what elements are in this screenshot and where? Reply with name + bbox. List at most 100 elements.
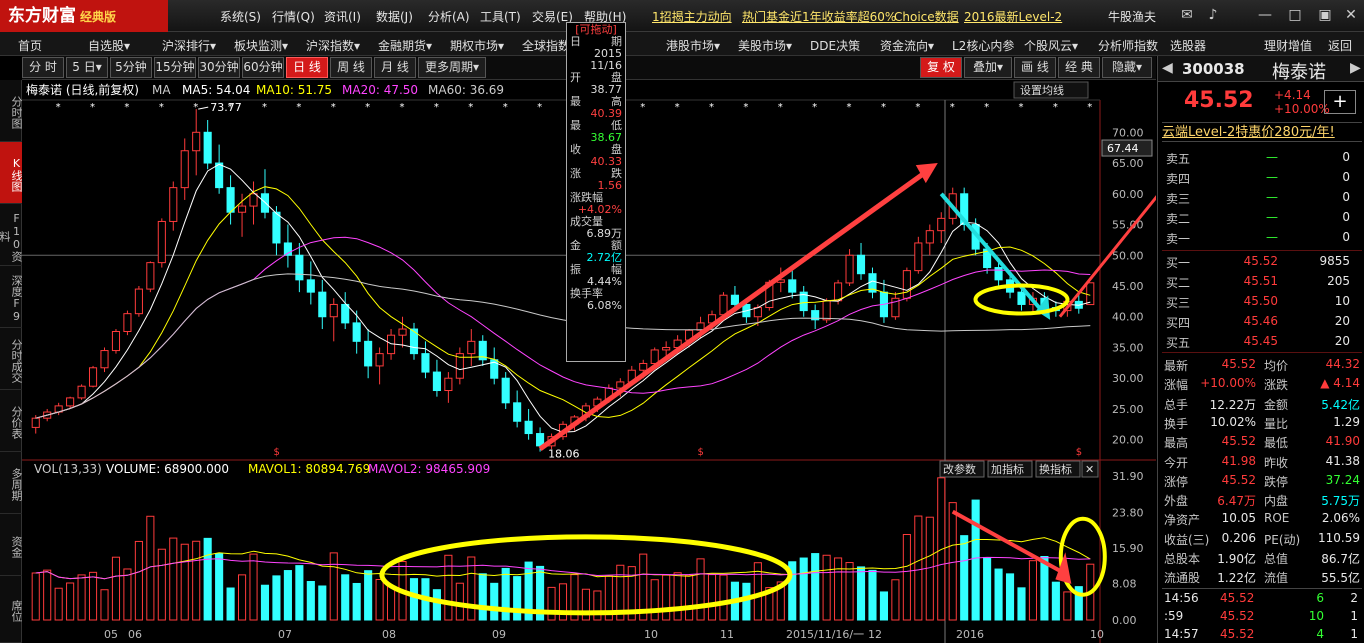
volume-bar[interactable] <box>100 589 109 621</box>
volume-bar[interactable] <box>203 537 212 621</box>
settings-box[interactable] <box>1013 81 1089 99</box>
volume-tool-button-frame[interactable] <box>987 460 1033 478</box>
candle-body[interactable] <box>329 303 338 318</box>
candle-body[interactable] <box>238 205 247 213</box>
menu-item[interactable]: 帮助(H) <box>584 10 627 24</box>
candle-body[interactable] <box>123 313 132 332</box>
candle-body[interactable] <box>352 322 361 342</box>
candle-body[interactable] <box>811 310 820 321</box>
candle-body[interactable] <box>650 349 659 364</box>
candle-body[interactable] <box>467 340 476 355</box>
volume-bar[interactable] <box>547 586 556 621</box>
volume-bar[interactable] <box>1005 573 1015 621</box>
candle-body[interactable] <box>902 270 911 299</box>
candle-body[interactable] <box>501 377 510 404</box>
chart-tool-button[interactable]: 复 权 <box>920 57 962 78</box>
nav-item[interactable]: 沪深排行▾ <box>162 39 217 53</box>
nav-item[interactable]: 选股器 <box>1170 39 1207 53</box>
chart-tool-button[interactable]: 叠加▾ <box>964 57 1012 78</box>
volume-bar[interactable] <box>169 537 178 621</box>
volume-tool-button-frame[interactable] <box>1035 460 1081 478</box>
candle-body[interactable] <box>616 381 625 389</box>
close-icon[interactable]: ✕ <box>1345 7 1357 23</box>
nav-item[interactable]: 期权市场▾ <box>450 39 505 53</box>
volume-bar[interactable] <box>1063 591 1072 621</box>
candle-body[interactable] <box>203 131 212 164</box>
volume-bar[interactable] <box>776 581 785 621</box>
volume-bar[interactable] <box>593 590 602 621</box>
candle-body[interactable] <box>66 397 75 407</box>
volume-bar[interactable] <box>215 553 224 621</box>
candle-body[interactable] <box>169 187 178 222</box>
volume-bar[interactable] <box>948 502 957 621</box>
candle-body[interactable] <box>77 385 86 399</box>
volume-bar[interactable] <box>753 562 762 621</box>
volume-bar[interactable] <box>467 556 476 621</box>
volume-bar[interactable] <box>1074 586 1083 621</box>
promo-link[interactable]: 2016最新Level-2 <box>964 10 1063 24</box>
candle-body[interactable] <box>444 377 453 392</box>
nav-item[interactable]: 资金流向▾ <box>880 39 935 53</box>
period-button[interactable]: 30分钟 <box>198 57 240 78</box>
period-button[interactable]: 15分钟 <box>154 57 196 78</box>
candle-body[interactable] <box>696 322 705 331</box>
left-tab[interactable]: 分价表 <box>0 390 23 452</box>
nav-item[interactable]: 港股市场▾ <box>666 39 721 53</box>
volume-bar[interactable] <box>226 587 235 621</box>
volume-bar[interactable] <box>685 574 694 621</box>
nav-item[interactable]: 美股市场▾ <box>738 39 793 53</box>
volume-bar[interactable] <box>868 569 877 621</box>
nav-item[interactable]: DDE决策 <box>810 39 861 53</box>
candle-body[interactable] <box>215 162 224 189</box>
user-name[interactable]: 牛股渔夫 <box>1108 10 1157 24</box>
volume-bar[interactable] <box>409 578 419 621</box>
ma-settings-button[interactable]: 设置均线 <box>1020 83 1064 97</box>
candle-body[interactable] <box>318 291 327 318</box>
candle-body[interactable] <box>146 262 155 290</box>
left-tab[interactable]: 分时图 <box>0 80 23 142</box>
candle-body[interactable] <box>192 131 201 152</box>
menu-item[interactable]: 系统(S) <box>220 10 261 24</box>
volume-bar[interactable] <box>249 553 258 621</box>
volume-bar[interactable] <box>799 557 808 621</box>
candle-body[interactable] <box>31 417 40 428</box>
volume-bar[interactable] <box>283 570 292 621</box>
candle-body[interactable] <box>306 279 315 293</box>
volume-bar[interactable] <box>765 587 774 621</box>
candle-body[interactable] <box>341 303 350 324</box>
period-button[interactable]: 60分钟 <box>242 57 284 78</box>
candle-body[interactable] <box>1086 282 1095 306</box>
promo-link[interactable]: 1招揭主力动向 <box>652 10 732 24</box>
menu-item[interactable]: 工具(T) <box>480 10 521 24</box>
chart-tool-button[interactable]: 隐藏▾ <box>1102 57 1152 78</box>
candle-body[interactable] <box>157 220 166 264</box>
volume-bar[interactable] <box>352 582 361 621</box>
volume-bar[interactable] <box>387 586 396 621</box>
candle-body[interactable] <box>788 279 797 293</box>
candle-body[interactable] <box>272 211 281 244</box>
volume-tool-button-frame[interactable] <box>939 460 985 478</box>
left-tab[interactable]: 席位 <box>0 576 23 643</box>
volume-bar[interactable] <box>43 569 52 621</box>
volume-bar[interactable] <box>1017 587 1026 621</box>
candle-body[interactable] <box>856 254 866 275</box>
left-tab[interactable]: F10资料 <box>0 204 23 266</box>
nav-item[interactable]: 板块监测▾ <box>234 39 289 53</box>
candle-body[interactable] <box>513 402 522 422</box>
candle-body[interactable] <box>432 371 441 392</box>
volume-bar[interactable] <box>88 571 98 621</box>
candle-body[interactable] <box>799 291 808 312</box>
candle-body[interactable] <box>536 433 545 447</box>
volume-bar[interactable] <box>650 579 659 621</box>
candle-body[interactable] <box>364 340 373 367</box>
candle-body[interactable] <box>375 353 384 367</box>
candle-body[interactable] <box>111 330 121 352</box>
volume-bar[interactable] <box>341 574 350 621</box>
candle-body[interactable] <box>925 230 934 244</box>
volume-bar[interactable] <box>639 553 648 621</box>
volume-bar[interactable] <box>1028 560 1038 621</box>
menu-item[interactable]: 交易(E) <box>532 10 573 24</box>
add-watchlist-button[interactable]: + <box>1324 90 1356 114</box>
volume-bar[interactable] <box>123 568 132 621</box>
candle-body[interactable] <box>421 353 430 373</box>
